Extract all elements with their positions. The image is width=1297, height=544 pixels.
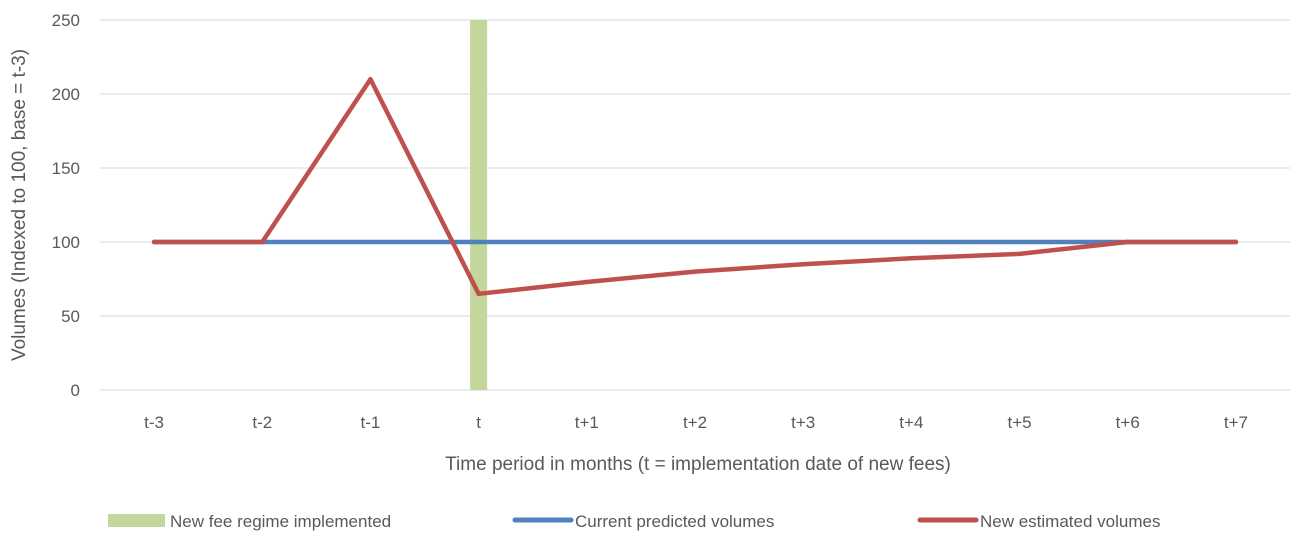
fee-regime-marker <box>470 20 488 390</box>
x-tick-label: t+5 <box>1007 413 1031 432</box>
data-point <box>692 239 698 245</box>
series-line-new <box>151 76 1239 297</box>
data-point <box>800 239 806 245</box>
x-tick-label: t <box>476 413 481 432</box>
x-tick-label: t-2 <box>252 413 272 432</box>
data-point <box>1017 251 1022 257</box>
data-point <box>584 279 590 285</box>
data-point <box>800 262 806 267</box>
data-point <box>909 239 914 245</box>
y-tick-label: 50 <box>61 307 80 326</box>
legend-label-current: Current predicted volumes <box>575 512 774 531</box>
gridlines <box>100 19 1290 391</box>
data-point <box>584 239 590 245</box>
x-tick-label: t-1 <box>361 413 381 432</box>
data-point <box>1125 239 1130 245</box>
data-point <box>1233 239 1239 245</box>
y-tick-label: 100 <box>52 233 80 252</box>
x-tick-label: t-3 <box>144 413 164 432</box>
y-tick-label: 150 <box>52 159 80 178</box>
legend-label-new: New estimated volumes <box>980 512 1160 531</box>
series-lines <box>151 76 1239 297</box>
data-point <box>368 77 373 82</box>
fee-regime-band <box>470 20 488 390</box>
x-tick-label: t+2 <box>683 413 707 432</box>
legend-label-marker: New fee regime implemented <box>170 512 391 531</box>
data-point <box>260 239 265 245</box>
x-axis-ticks: t-3 t-2 t-1 t t+1 t+2 t+3 t+4 t+5 t+6 t+7 <box>144 413 1248 432</box>
legend: New fee regime implemented Current predi… <box>108 512 1160 531</box>
data-point <box>909 256 914 261</box>
y-tick-label: 0 <box>71 381 80 400</box>
y-tick-label: 200 <box>52 85 80 104</box>
x-tick-label: t+4 <box>899 413 923 432</box>
x-tick-label: t+3 <box>791 413 815 432</box>
x-tick-label: t+7 <box>1224 413 1248 432</box>
x-tick-label: t+6 <box>1116 413 1140 432</box>
data-point <box>1017 239 1022 245</box>
data-point <box>692 269 698 274</box>
y-axis-ticks: 0 50 100 150 200 250 <box>52 11 80 400</box>
y-tick-label: 250 <box>52 11 80 30</box>
data-point <box>476 239 481 245</box>
x-tick-label: t+1 <box>575 413 599 432</box>
x-axis-title: Time period in months (t = implementatio… <box>445 454 951 475</box>
data-point <box>368 239 373 245</box>
data-point <box>476 291 481 296</box>
y-axis-title: Volumes (Indexed to 100, base = t-3) <box>9 49 30 361</box>
legend-swatch-marker <box>108 514 165 527</box>
data-point <box>151 239 157 245</box>
